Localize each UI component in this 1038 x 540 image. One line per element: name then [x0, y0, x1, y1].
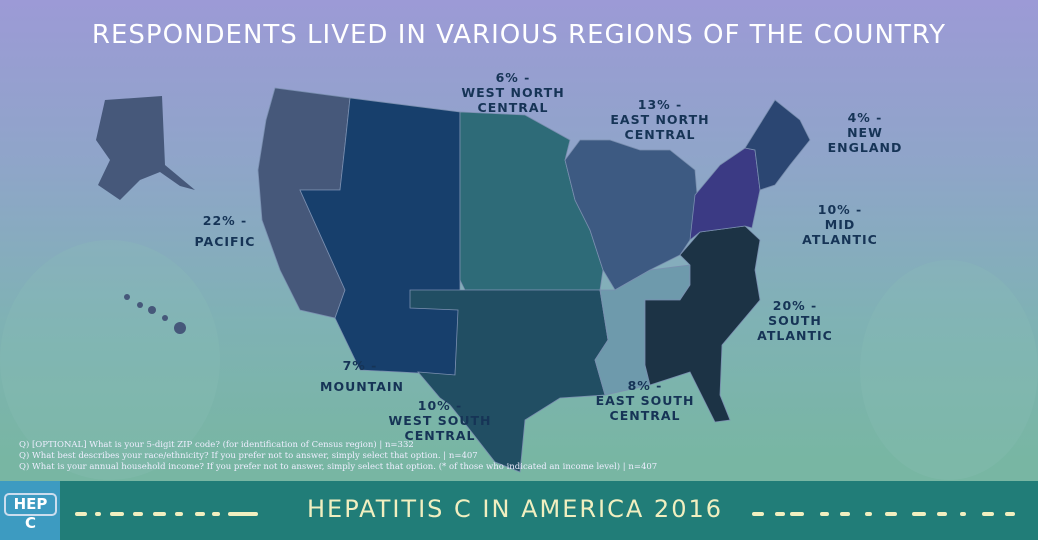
dash — [175, 512, 183, 516]
dash — [153, 512, 166, 516]
label-west-south-central: 10% - WEST SOUTH CENTRAL — [388, 398, 492, 443]
dash — [95, 512, 101, 516]
hep-c-logo: HEP C — [0, 481, 60, 540]
dash — [110, 512, 124, 516]
label-east-south-central: 8% - EAST SOUTH CENTRAL — [595, 378, 695, 423]
footer-banner — [0, 481, 1038, 540]
note: Q) [OPTIONAL] What is your 5-digit ZIP c… — [19, 440, 414, 450]
region-pacific-hawaii — [124, 294, 186, 334]
label-mountain: 7% - MOUNTAIN — [320, 358, 405, 394]
dash — [752, 512, 764, 516]
background-shape — [0, 240, 220, 480]
survey-notes: Q) [OPTIONAL] What is your 5-digit ZIP c… — [19, 440, 1019, 473]
dash — [195, 512, 205, 516]
note: Q) What is your annual household income?… — [19, 462, 658, 472]
region-mid-atlantic — [689, 147, 761, 241]
label-mid-atlantic: 10% - MID ATLANTIC — [802, 202, 878, 247]
note: Q) What best describes your race/ethnici… — [19, 451, 478, 461]
label-south-atlantic: 20% - SOUTH ATLANTIC — [757, 298, 833, 343]
label-new-england: 4% - NEW ENGLAND — [827, 110, 903, 155]
page-title: RESPONDENTS LIVED IN VARIOUS REGIONS OF … — [91, 20, 947, 50]
dash — [75, 512, 87, 516]
dash — [885, 512, 897, 516]
dash — [212, 512, 220, 516]
region-south-atlantic — [644, 225, 761, 423]
background-shape — [860, 260, 1038, 480]
dash — [840, 512, 850, 516]
label-pacific: 22% - PACIFIC — [194, 213, 256, 249]
dash — [865, 512, 872, 516]
label-west-north-central: 6% - WEST NORTH CENTRAL — [461, 70, 565, 115]
region-new-england — [744, 99, 811, 191]
dash — [960, 512, 966, 516]
dash — [133, 512, 143, 516]
dash — [790, 512, 804, 516]
dash — [982, 512, 994, 516]
footer-title: HEPATITIS C IN AMERICA 2016 — [306, 495, 723, 523]
dash — [820, 512, 829, 516]
dash — [228, 512, 258, 516]
region-pacific-alaska — [96, 96, 195, 200]
dash — [937, 512, 947, 516]
dash — [775, 512, 785, 516]
dash — [1005, 512, 1015, 516]
dash — [912, 512, 926, 516]
label-east-north-central: 13% - EAST NORTH CENTRAL — [610, 97, 710, 142]
